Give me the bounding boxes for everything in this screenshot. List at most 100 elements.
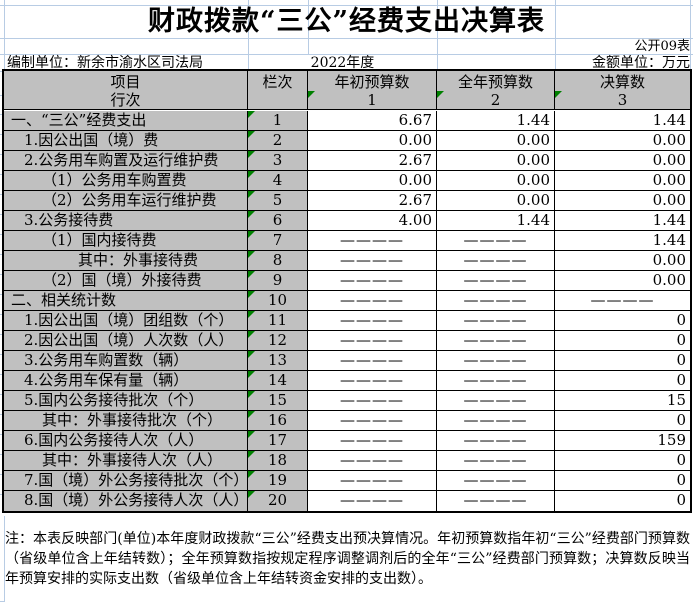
- value-cell[interactable]: ————: [308, 311, 437, 331]
- rowno-col1-cell[interactable]: 1: [308, 91, 437, 110]
- item-cell[interactable]: 其中：外事接待费: [4, 251, 248, 271]
- rowno-cell[interactable]: 12: [248, 331, 308, 351]
- item-cell[interactable]: 5.国内公务接待批次（个）: [4, 391, 248, 411]
- rowno-header-cell[interactable]: 行次: [4, 91, 248, 110]
- item-cell[interactable]: 8.国（境）外公务接待人次（人）: [4, 491, 248, 511]
- rowno-cell[interactable]: 3: [248, 151, 308, 171]
- value-cell[interactable]: 1.44: [437, 211, 555, 231]
- rowno-cell[interactable]: 4: [248, 171, 308, 191]
- value-cell[interactable]: ————: [437, 451, 555, 471]
- rowno-cell[interactable]: 10: [248, 291, 308, 311]
- value-cell[interactable]: ————: [437, 351, 555, 371]
- rowno-col3-cell[interactable]: 3: [555, 91, 690, 110]
- item-cell[interactable]: 一、“三公”经费支出: [4, 111, 248, 131]
- item-cell[interactable]: （1）国内接待费: [4, 231, 248, 251]
- value-cell[interactable]: ————: [437, 371, 555, 391]
- item-cell[interactable]: 1.因公出国（境）团组数（个）: [4, 311, 248, 331]
- value-cell[interactable]: 15: [555, 391, 690, 411]
- rowno-cell[interactable]: 16: [248, 411, 308, 431]
- item-cell[interactable]: 4.公务用车保有量（辆）: [4, 371, 248, 391]
- rowno-cell[interactable]: 14: [248, 371, 308, 391]
- value-cell[interactable]: ————: [437, 231, 555, 251]
- value-cell[interactable]: ————: [555, 291, 690, 311]
- value-cell[interactable]: ————: [437, 271, 555, 291]
- item-cell[interactable]: 3.公务接待费: [4, 211, 248, 231]
- value-cell[interactable]: ————: [308, 451, 437, 471]
- item-cell[interactable]: 1.因公出国（境）费: [4, 131, 248, 151]
- value-cell[interactable]: ————: [308, 351, 437, 371]
- rowno-cell[interactable]: 11: [248, 311, 308, 331]
- item-cell[interactable]: 二、相关统计数: [4, 291, 248, 311]
- rowno-col2-cell[interactable]: 2: [437, 91, 555, 110]
- item-cell[interactable]: 3.公务用车购置数（辆）: [4, 351, 248, 371]
- item-cell[interactable]: （1）公务用车购置费: [4, 171, 248, 191]
- value-cell[interactable]: 159: [555, 431, 690, 451]
- rowno-cell[interactable]: 18: [248, 451, 308, 471]
- value-cell[interactable]: 2.67: [308, 191, 437, 211]
- item-cell[interactable]: 2.因公出国（境）人次数（人）: [4, 331, 248, 351]
- rowno-cell[interactable]: 5: [248, 191, 308, 211]
- item-cell[interactable]: 其中：外事接待人次（人）: [4, 451, 248, 471]
- value-cell[interactable]: ————: [437, 431, 555, 451]
- rowno-cell[interactable]: 19: [248, 471, 308, 491]
- value-cell[interactable]: 0.00: [437, 131, 555, 151]
- value-cell[interactable]: ————: [437, 291, 555, 311]
- value-cell[interactable]: 6.67: [308, 111, 437, 131]
- value-cell[interactable]: 0.00: [555, 191, 690, 211]
- value-cell[interactable]: 0.00: [308, 131, 437, 151]
- rowno-cell[interactable]: 2: [248, 131, 308, 151]
- value-cell[interactable]: 0.00: [555, 131, 690, 151]
- value-cell[interactable]: ————: [308, 471, 437, 491]
- value-cell[interactable]: 0.00: [555, 271, 690, 291]
- value-cell[interactable]: ————: [308, 411, 437, 431]
- value-cell[interactable]: 0.00: [555, 171, 690, 191]
- value-cell[interactable]: 2.67: [308, 151, 437, 171]
- item-cell[interactable]: （2）国（境）外接待费: [4, 271, 248, 291]
- rowno-blank-cell[interactable]: [248, 91, 308, 110]
- rowno-cell[interactable]: 8: [248, 251, 308, 271]
- value-cell[interactable]: ————: [308, 231, 437, 251]
- value-cell[interactable]: 1.44: [555, 211, 690, 231]
- value-cell[interactable]: ————: [437, 411, 555, 431]
- value-cell[interactable]: ————: [308, 371, 437, 391]
- value-cell[interactable]: ————: [308, 291, 437, 311]
- rowno-cell[interactable]: 1: [248, 111, 308, 131]
- rowno-cell[interactable]: 17: [248, 431, 308, 451]
- value-cell[interactable]: ————: [437, 311, 555, 331]
- value-cell[interactable]: ————: [437, 491, 555, 511]
- value-cell[interactable]: 0.00: [437, 171, 555, 191]
- value-cell[interactable]: ————: [437, 471, 555, 491]
- value-cell[interactable]: 0: [555, 331, 690, 351]
- value-cell[interactable]: 0.00: [555, 251, 690, 271]
- value-cell[interactable]: ————: [308, 491, 437, 511]
- value-cell[interactable]: 0: [555, 451, 690, 471]
- rowno-cell[interactable]: 15: [248, 391, 308, 411]
- value-cell[interactable]: ————: [308, 431, 437, 451]
- item-cell[interactable]: 6.国内公务接待人次（人）: [4, 431, 248, 451]
- rowno-cell[interactable]: 9: [248, 271, 308, 291]
- value-cell[interactable]: ————: [308, 391, 437, 411]
- rowno-cell[interactable]: 13: [248, 351, 308, 371]
- value-cell[interactable]: 0: [555, 371, 690, 391]
- item-cell[interactable]: （2）公务用车运行维护费: [4, 191, 248, 211]
- value-cell[interactable]: ————: [437, 331, 555, 351]
- value-cell[interactable]: 0.00: [308, 171, 437, 191]
- value-cell[interactable]: 0: [555, 491, 690, 511]
- value-cell[interactable]: ————: [437, 251, 555, 271]
- value-cell[interactable]: 0.00: [555, 151, 690, 171]
- value-cell[interactable]: ————: [308, 331, 437, 351]
- value-cell[interactable]: 0: [555, 351, 690, 371]
- value-cell[interactable]: 1.44: [555, 111, 690, 131]
- value-cell[interactable]: ————: [308, 271, 437, 291]
- value-cell[interactable]: 0: [555, 311, 690, 331]
- rowno-cell[interactable]: 6: [248, 211, 308, 231]
- rowno-cell[interactable]: 7: [248, 231, 308, 251]
- value-cell[interactable]: 4.00: [308, 211, 437, 231]
- value-cell[interactable]: 1.44: [437, 111, 555, 131]
- value-cell[interactable]: 1.44: [555, 231, 690, 251]
- value-cell[interactable]: ————: [308, 251, 437, 271]
- rowno-cell[interactable]: 20: [248, 491, 308, 511]
- item-cell[interactable]: 7.国（境）外公务接待批次（个）: [4, 471, 248, 491]
- value-cell[interactable]: 0: [555, 471, 690, 491]
- item-cell[interactable]: 其中：外事接待批次（个）: [4, 411, 248, 431]
